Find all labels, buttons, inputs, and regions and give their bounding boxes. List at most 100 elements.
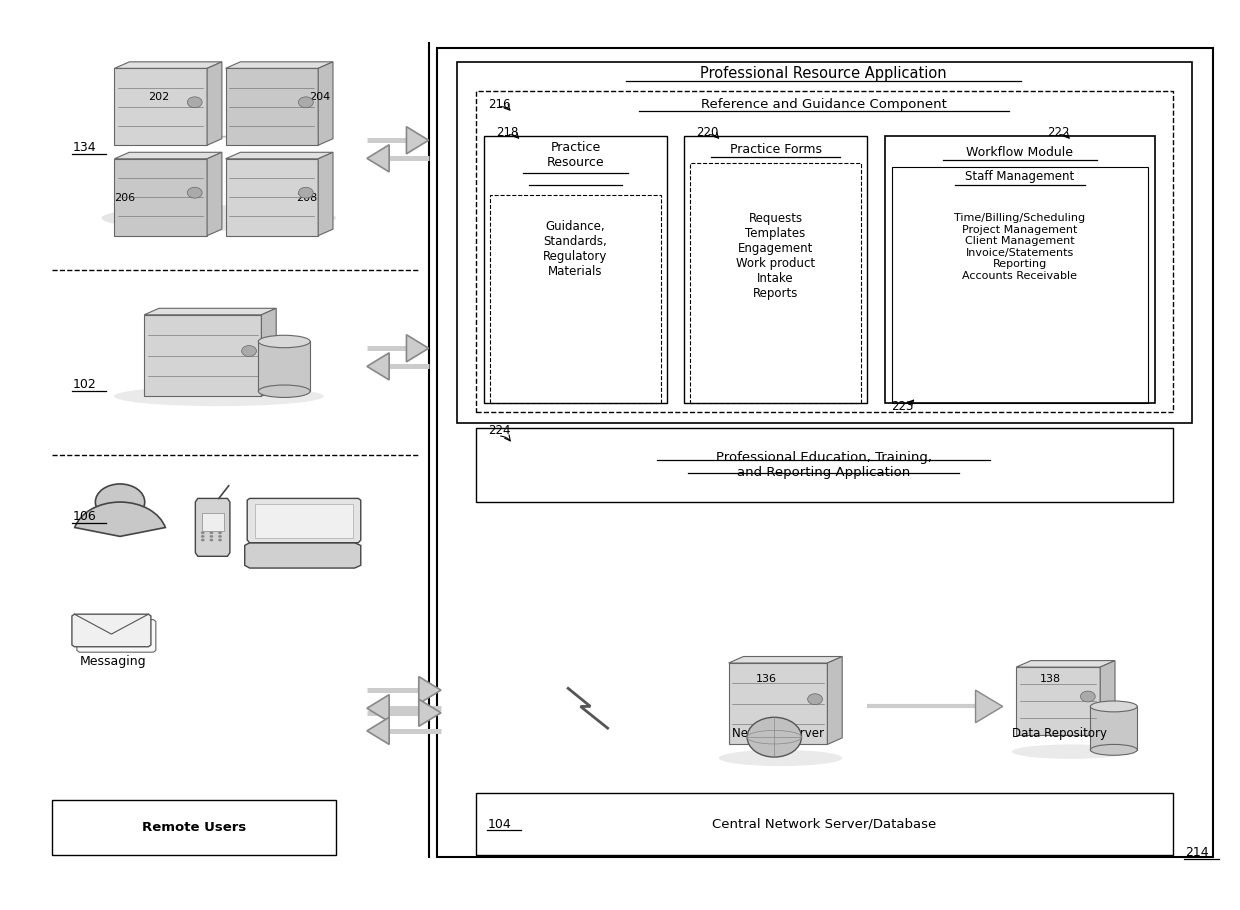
Polygon shape [114,152,222,158]
Ellipse shape [114,386,324,406]
Circle shape [95,484,145,521]
Circle shape [210,535,213,538]
Polygon shape [196,499,229,556]
Text: 208: 208 [296,193,317,203]
Text: Practice
Resource: Practice Resource [547,141,604,168]
Polygon shape [244,542,361,568]
Polygon shape [72,614,151,647]
Polygon shape [1100,661,1115,735]
Text: Practice Forms: Practice Forms [729,143,822,156]
Bar [476,90,1173,411]
Bar [114,68,207,146]
Text: 204: 204 [309,92,330,102]
Polygon shape [367,694,389,722]
Bar [476,794,1173,854]
Polygon shape [319,152,334,236]
Bar [1090,706,1137,750]
Text: Messaging: Messaging [79,654,146,668]
Circle shape [201,539,205,541]
Bar [892,167,1148,402]
Bar [729,663,827,744]
Polygon shape [367,353,389,380]
Polygon shape [419,699,441,726]
Circle shape [187,187,202,198]
Text: 136: 136 [756,674,776,684]
Text: Professional Education, Training,
and Reporting Application: Professional Education, Training, and Re… [715,451,931,479]
Text: Remote Users: Remote Users [143,821,247,834]
Circle shape [201,535,205,538]
Text: Data Repository: Data Repository [1012,727,1107,740]
Bar [438,48,1213,857]
Polygon shape [407,126,429,154]
Ellipse shape [1090,744,1137,755]
Bar [684,136,867,402]
Bar [254,504,353,538]
Circle shape [1080,691,1095,702]
Circle shape [218,539,222,541]
Bar [484,136,667,402]
Circle shape [748,717,801,757]
Bar [1017,667,1100,735]
Polygon shape [226,152,334,158]
Text: Staff Management: Staff Management [965,170,1075,183]
Text: 223: 223 [892,399,914,412]
Polygon shape [114,62,222,68]
Circle shape [218,531,222,534]
Bar [458,62,1192,423]
Text: Reference and Guidance Component: Reference and Guidance Component [701,97,946,111]
Polygon shape [419,677,441,703]
Circle shape [187,96,202,107]
Bar [144,315,262,396]
Circle shape [807,693,822,704]
Bar [52,801,336,854]
Circle shape [210,531,213,534]
Polygon shape [367,145,389,172]
Text: 216: 216 [487,97,511,111]
Bar [202,513,223,531]
Bar [226,68,319,146]
Bar [885,136,1154,402]
Wedge shape [74,502,165,536]
Polygon shape [1017,661,1115,667]
Circle shape [242,346,257,357]
Polygon shape [407,335,429,362]
Ellipse shape [719,750,842,766]
Bar [226,158,319,236]
Polygon shape [207,152,222,236]
Polygon shape [77,620,156,652]
Polygon shape [247,499,361,542]
Ellipse shape [1090,701,1137,712]
Bar [114,158,207,236]
Text: Time/Billing/Scheduling
Project Management
Client Management
Invoice/Statements
: Time/Billing/Scheduling Project Manageme… [955,213,1085,281]
Text: 134: 134 [73,141,97,154]
Text: Network Server: Network Server [732,727,825,740]
Polygon shape [207,62,222,146]
Ellipse shape [1012,744,1130,759]
Text: 220: 220 [697,126,719,138]
Text: 218: 218 [496,126,518,138]
Text: Workflow Module: Workflow Module [966,146,1074,158]
Ellipse shape [102,206,336,231]
Text: 214: 214 [1185,846,1209,859]
Polygon shape [262,308,277,396]
Text: Professional Resource Application: Professional Resource Application [701,66,947,81]
Bar [691,163,861,402]
Text: 222: 222 [1047,126,1070,138]
Text: Requests
Templates
Engagement
Work product
Intake
Reports: Requests Templates Engagement Work produ… [737,212,815,300]
Polygon shape [367,717,389,744]
Polygon shape [729,656,842,663]
Text: 106: 106 [73,510,97,523]
Polygon shape [144,308,277,315]
Text: 206: 206 [114,193,135,203]
Text: 138: 138 [1039,674,1061,684]
Polygon shape [827,656,842,744]
Polygon shape [976,690,1003,723]
Circle shape [218,535,222,538]
Text: 102: 102 [73,378,97,391]
Bar [258,341,310,391]
Polygon shape [226,62,334,68]
Bar [490,195,661,402]
Circle shape [299,96,314,107]
Text: Guidance,
Standards,
Regulatory
Materials: Guidance, Standards, Regulatory Material… [543,220,608,278]
Text: 202: 202 [149,92,170,102]
